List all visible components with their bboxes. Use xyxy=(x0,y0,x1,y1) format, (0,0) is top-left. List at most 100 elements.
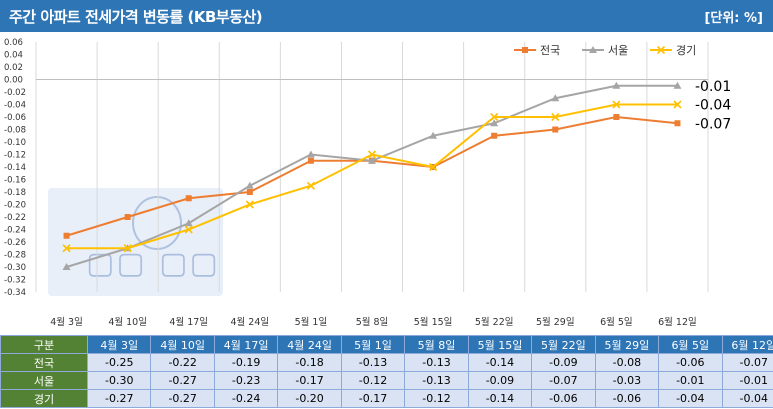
table-cell: -0.09 xyxy=(467,371,533,390)
x-tick-label: 6월 5일 xyxy=(600,316,633,328)
table-header-row: 구분 4월 3일 4월 10일 4월 17일 4월 24일 5월 1일 5월 8일 5월 1… xyxy=(0,335,773,354)
marker-전국 xyxy=(674,120,681,127)
y-tick-label: -0.04 xyxy=(4,101,26,111)
unit-label: [단위: %] xyxy=(704,11,763,26)
marker-전국 xyxy=(185,195,192,202)
table-header-cell: 4월 10일 xyxy=(150,335,215,354)
table-header-cell: 6월 12일 xyxy=(721,335,773,354)
y-tick-label: -0.20 xyxy=(4,201,26,211)
marker-전국 xyxy=(246,189,253,195)
y-tick-label: 0.04 xyxy=(4,51,23,61)
legend-marker xyxy=(522,47,528,53)
table-cell: -0.13 xyxy=(404,371,469,390)
y-tick-label: -0.32 xyxy=(4,276,26,286)
x-tick-label: 5월 22일 xyxy=(475,316,514,328)
table-cell: -0.13 xyxy=(340,353,406,372)
table-cell: -0.04 xyxy=(721,389,773,408)
end-value-label: -0.07 xyxy=(695,116,731,132)
marker-경기 xyxy=(184,225,193,234)
marker-서울 xyxy=(368,156,376,164)
marker-경기 xyxy=(367,150,377,159)
table-header-cell: 5월 8일 xyxy=(404,335,469,354)
marker-서울 xyxy=(673,81,682,89)
table-cell: -0.09 xyxy=(531,353,596,372)
y-tick-label: -0.24 xyxy=(4,226,26,236)
table-cell: -0.14 xyxy=(467,353,533,372)
marker-서울 xyxy=(184,219,193,227)
y-tick-label: -0.28 xyxy=(4,251,26,261)
y-tick-label: -0.18 xyxy=(4,188,26,198)
table-cell: -0.06 xyxy=(658,353,723,372)
chart-title: 주간 아파트 전세가격 변동률 (KB부동산) xyxy=(9,8,263,26)
y-tick-label: -0.12 xyxy=(4,151,26,161)
marker-경기 xyxy=(673,100,682,109)
table-row-label: 전국 xyxy=(0,353,88,372)
y-tick-label: 0.02 xyxy=(4,63,23,73)
table-cell: -0.07 xyxy=(531,371,596,390)
x-tick-label: 4월 10일 xyxy=(108,316,147,328)
legend-label: 전국 xyxy=(540,44,560,57)
table-cell: -0.01 xyxy=(721,371,773,390)
table-cell: -0.23 xyxy=(213,371,279,390)
marker-경기 xyxy=(551,112,560,122)
table-cell: -0.03 xyxy=(594,371,660,390)
legend-label: 서울 xyxy=(608,44,628,57)
table-header-cell: 4월 24일 xyxy=(277,335,342,354)
table-header-cell: 5월 15일 xyxy=(467,335,533,354)
y-tick-label: -0.14 xyxy=(4,163,26,173)
end-value-label: -0.04 xyxy=(695,98,731,114)
y-tick-label: -0.30 xyxy=(4,263,26,273)
legend-marker xyxy=(589,46,597,53)
table-cell: -0.07 xyxy=(721,353,773,372)
y-tick-label: 0.06 xyxy=(4,38,23,48)
table-cell: -0.17 xyxy=(340,389,406,408)
table-header-cell: 5월 1일 xyxy=(340,335,406,354)
marker-서울 xyxy=(612,81,621,89)
table-header-cell: 5월 22일 xyxy=(531,335,596,354)
table-row-label: 경기 xyxy=(0,389,88,408)
watermark-logo: ▢▢ ▢▢ xyxy=(48,188,223,296)
y-tick-label: 0.00 xyxy=(4,76,23,86)
watermark-face-icon xyxy=(132,196,182,250)
table-cell: -0.18 xyxy=(277,353,342,372)
marker-경기 xyxy=(62,244,71,253)
y-tick-label: -0.16 xyxy=(4,176,26,186)
table-cell: -0.04 xyxy=(658,389,723,408)
legend-marker xyxy=(656,45,666,55)
marker-서울 xyxy=(551,94,560,102)
y-tick-label: -0.08 xyxy=(4,126,26,136)
x-tick-label: 4월 17일 xyxy=(169,316,208,328)
x-tick-label: 5월 15일 xyxy=(414,316,453,328)
table-cell: -0.06 xyxy=(594,389,660,408)
table-header-cell: 4월 17일 xyxy=(213,335,279,354)
marker-서울 xyxy=(306,150,315,158)
table-row: 경기 -0.27 -0.27 -0.24 -0.20 -0.17 -0.12 -0.14 -0.… xyxy=(0,389,773,408)
marker-전국 xyxy=(613,114,620,120)
table-row-label: 서울 xyxy=(0,371,88,390)
y-tick-label: -0.06 xyxy=(4,113,26,123)
y-tick-label: -0.22 xyxy=(4,213,26,223)
data-table: 구분 4월 3일 4월 10일 4월 17일 4월 24일 5월 1일 5월 8일 5월 1… xyxy=(0,335,773,408)
x-tick-label: 4월 3일 xyxy=(50,316,83,328)
marker-서울 xyxy=(429,131,438,139)
table-cell: -0.30 xyxy=(86,371,152,390)
table-header-cell: 6월 5일 xyxy=(658,335,723,354)
table-row: 서울 -0.30 -0.27 -0.23 -0.17 -0.12 -0.13 -0.09 -0.… xyxy=(0,371,773,390)
y-tick-label: -0.26 xyxy=(4,238,26,248)
marker-서울 xyxy=(490,119,499,127)
table-cell: -0.27 xyxy=(150,371,215,390)
table-cell: -0.14 xyxy=(467,389,533,408)
table-cell: -0.24 xyxy=(213,389,279,408)
table-cell: -0.12 xyxy=(340,371,406,390)
table-cell: -0.17 xyxy=(277,371,342,390)
watermark-text: ▢▢ ▢▢ xyxy=(86,246,220,281)
table-cell: -0.06 xyxy=(531,389,596,408)
y-tick-label: -0.34 xyxy=(4,288,26,298)
marker-경기 xyxy=(429,162,438,172)
x-tick-label: 5월 29일 xyxy=(536,316,575,328)
marker-경기 xyxy=(612,100,621,109)
table-header-cell: 5월 29일 xyxy=(594,335,660,354)
marker-전국 xyxy=(124,214,131,220)
marker-경기 xyxy=(123,244,132,253)
marker-전국 xyxy=(552,126,559,133)
